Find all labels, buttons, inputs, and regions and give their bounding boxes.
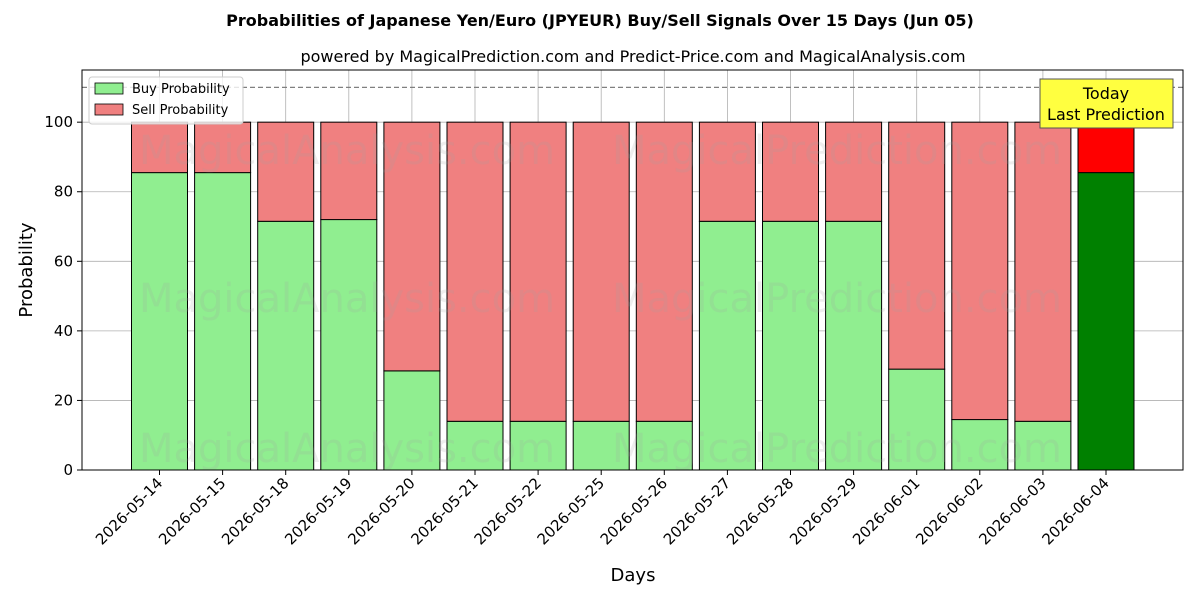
x-tick-label-2026-05-27: 2026-05-27 (660, 474, 734, 548)
today-annotation: Today Last Prediction (1039, 78, 1174, 129)
x-tick-label-2026-05-29: 2026-05-29 (786, 474, 860, 548)
x-tick-label-2026-05-25: 2026-05-25 (534, 474, 608, 548)
y-axis-label: Probability (16, 222, 37, 317)
chart-subtitle: powered by MagicalPrediction.com and Pre… (300, 47, 965, 66)
bar-sell-2026-05-29 (825, 121, 883, 222)
watermark-analysis-0: MagicalAnalysis.com (139, 128, 555, 174)
legend-label-buy: Buy Probability (132, 82, 230, 97)
bar-sell-2026-05-27 (698, 121, 756, 222)
bar-buy-2026-05-18 (257, 220, 315, 471)
bar-sell-2026-06-02 (951, 121, 1009, 421)
bar-sell-2026-05-25 (572, 121, 630, 422)
watermarks: MagicalAnalysis.com MagicalPrediction.com… (139, 128, 1062, 472)
y-tick-label-2: 40 (54, 322, 73, 340)
legend-swatch-sell (94, 103, 124, 116)
x-tick-label-2026-05-14: 2026-05-14 (92, 474, 166, 548)
bar-buy-2026-06-04 (1077, 172, 1135, 471)
legend-swatch-buy (94, 82, 124, 95)
bar-sell-2026-06-03 (1014, 121, 1072, 422)
bar-sell-2026-05-19 (320, 121, 378, 221)
bar-buy-2026-05-20 (383, 370, 441, 471)
legend-box (88, 76, 244, 125)
bar-buy-2026-05-21 (446, 420, 504, 471)
bar-buy-2026-05-22 (509, 420, 567, 471)
bar-buy-2026-05-25 (572, 420, 630, 471)
plot-frame (81, 69, 1184, 471)
bar-buy-2026-05-19 (320, 219, 378, 471)
x-tick-label-2026-05-22: 2026-05-22 (471, 474, 545, 548)
annotation-line1: Today (1082, 84, 1129, 103)
bar-sell-2026-05-22 (509, 121, 567, 422)
x-tick-label-2026-06-01: 2026-06-01 (849, 474, 923, 548)
x-tick-label-2026-05-21: 2026-05-21 (407, 474, 481, 548)
legend: Buy Probability Sell Probability (88, 76, 244, 125)
bar-buy-2026-05-26 (635, 420, 693, 471)
watermark-analysis-1: MagicalAnalysis.com (139, 276, 555, 322)
watermark-prediction-0: MagicalPrediction.com (612, 128, 1062, 174)
x-tick-label-2026-05-26: 2026-05-26 (597, 474, 671, 548)
y-tick-label-1: 20 (54, 391, 73, 409)
x-axis-ticks: 2026-05-142026-05-152026-05-182026-05-19… (92, 470, 1113, 548)
x-axis-label: Days (611, 565, 656, 586)
bar-sell-2026-05-18 (257, 121, 315, 222)
x-tick-label-2026-05-18: 2026-05-18 (218, 474, 292, 548)
y-tick-label-4: 80 (54, 183, 73, 201)
chart-title: Probabilities of Japanese Yen/Euro (JPYE… (226, 11, 974, 30)
bar-sell-2026-05-26 (635, 121, 693, 422)
annotation-box (1039, 78, 1174, 129)
x-tick-label-2026-06-02: 2026-06-02 (912, 474, 986, 548)
legend-label-sell: Sell Probability (132, 103, 229, 118)
bar-sell-2026-05-20 (383, 121, 441, 372)
watermark-prediction-2: MagicalPrediction.com (612, 426, 1062, 472)
bar-buy-2026-05-28 (762, 220, 819, 471)
bar-buy-2026-05-29 (825, 220, 883, 471)
y-tick-label-5: 100 (44, 113, 73, 131)
y-axis-ticks: 0 20 40 60 80 100 (44, 113, 82, 479)
watermark-prediction-1: MagicalPrediction.com (612, 276, 1062, 322)
annotation-line2: Last Prediction (1047, 105, 1165, 124)
watermark-analysis-2: MagicalAnalysis.com (139, 426, 555, 472)
x-tick-label-2026-05-19: 2026-05-19 (281, 474, 355, 548)
x-tick-label-2026-05-20: 2026-05-20 (344, 474, 418, 548)
bar-buy-2026-05-15 (194, 172, 252, 471)
x-tick-label-2026-05-28: 2026-05-28 (723, 474, 797, 548)
bar-sell-2026-06-01 (888, 121, 946, 370)
y-tick-label-3: 60 (54, 252, 73, 270)
bar-buy-2026-05-27 (698, 220, 756, 471)
x-tick-label-2026-05-15: 2026-05-15 (155, 474, 229, 548)
bar-sell-2026-06-04 (1077, 121, 1135, 174)
bars (131, 121, 1135, 471)
bar-buy-2026-06-01 (888, 368, 946, 471)
bar-sell-2026-05-28 (762, 121, 819, 222)
bar-sell-2026-05-21 (446, 121, 504, 422)
x-tick-label-2026-06-03: 2026-06-03 (975, 474, 1049, 548)
y-tick-label-0: 0 (63, 461, 73, 479)
x-tick-label-2026-06-04: 2026-06-04 (1038, 474, 1112, 548)
